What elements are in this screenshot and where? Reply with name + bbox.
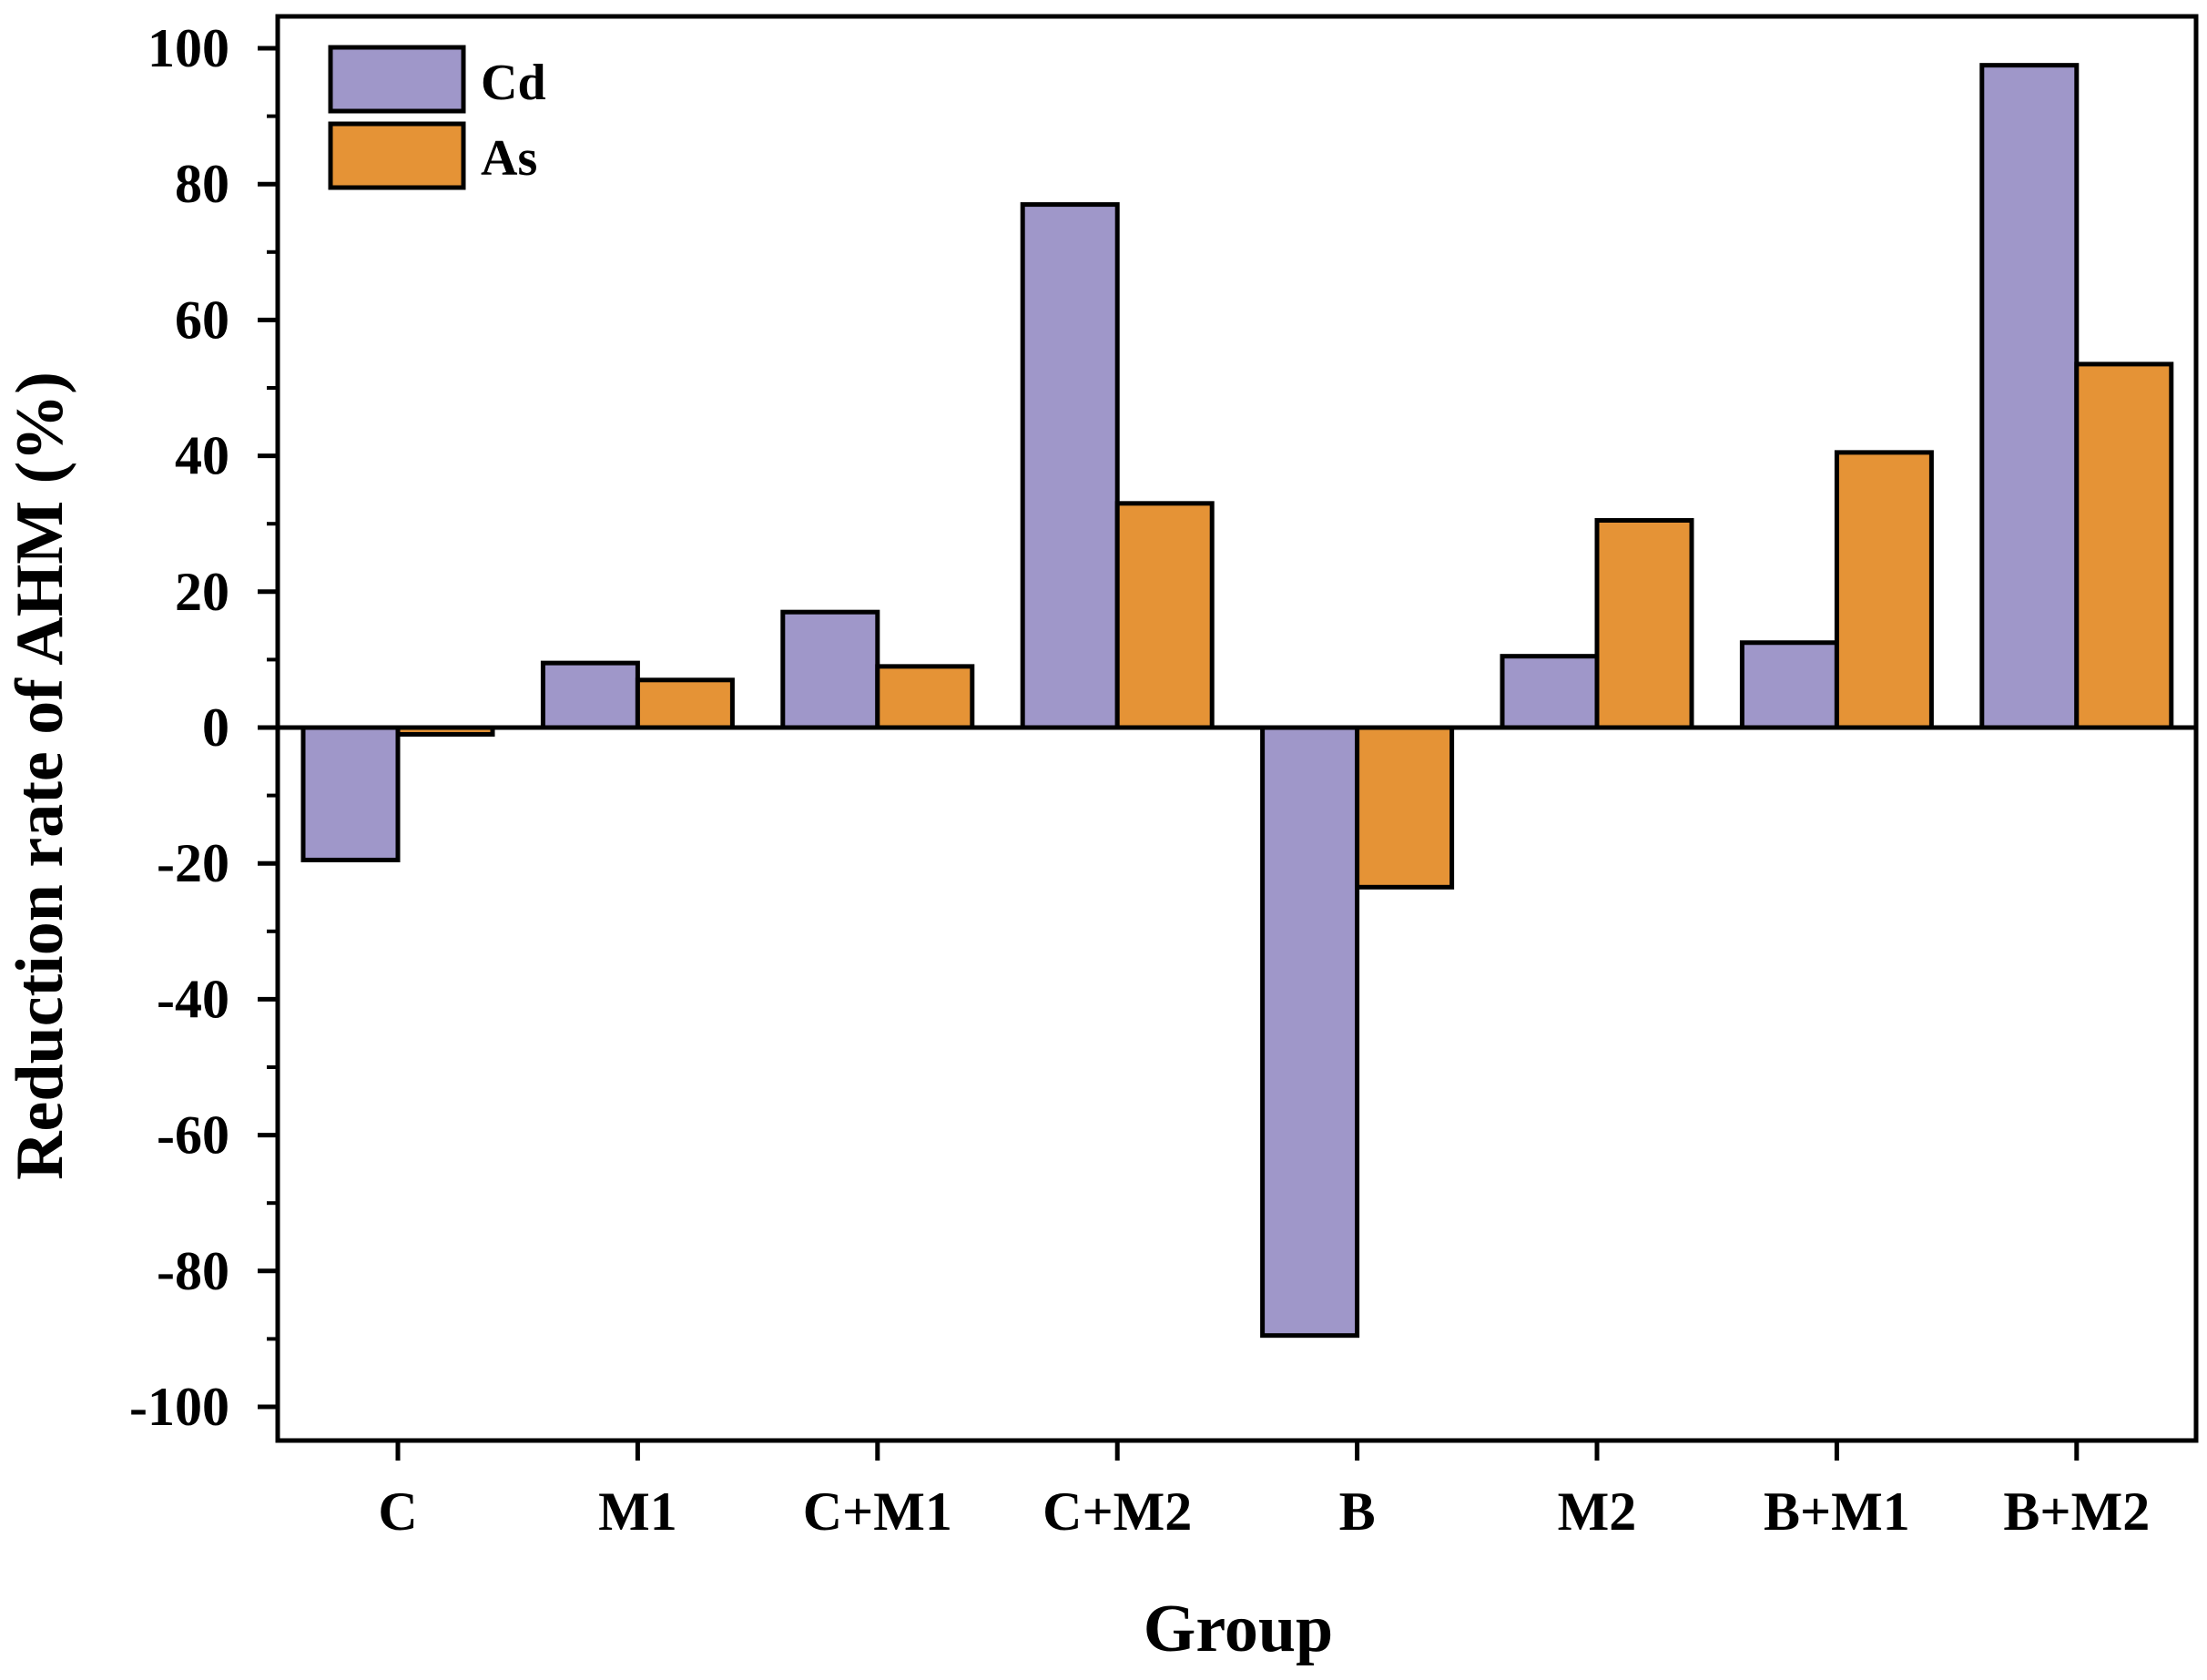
legend-label-cd: Cd [481, 55, 546, 111]
bar-cd-m2 [1500, 654, 1600, 730]
y-axis-title: Reduction rate of AHM (%) [3, 372, 77, 1180]
x-tick-label: B+M2 [2003, 1481, 2150, 1542]
bars-layer [300, 63, 2174, 1339]
y-tick-label: -80 [157, 1241, 229, 1301]
y-tick-label: 40 [175, 426, 229, 486]
bar-cd-b-m2 [1979, 63, 2080, 730]
x-tick-label: M2 [1558, 1481, 1637, 1542]
bar-as-b [1355, 725, 1455, 890]
bar-as-b-m2 [2074, 361, 2174, 730]
x-tick-label: B [1339, 1481, 1376, 1542]
y-tick-label: 20 [175, 562, 229, 622]
bar-cd-b-m1 [1739, 640, 1839, 730]
x-tick-label: C+M2 [1042, 1481, 1192, 1542]
y-tick-label: -60 [157, 1105, 229, 1166]
bar-as-m1 [635, 677, 735, 730]
legend-label-as: As [481, 130, 537, 187]
y-tick-label: -20 [157, 833, 229, 893]
y-tick-label: 80 [175, 154, 229, 214]
bar-as-c-m2 [1114, 501, 1215, 730]
x-tick-label: M1 [598, 1481, 677, 1542]
y-tick-label: 0 [202, 697, 229, 758]
bar-cd-c-m2 [1020, 202, 1120, 730]
bar-as-c-m1 [875, 664, 975, 730]
y-tick-label: -40 [157, 969, 229, 1029]
x-tick-label: C [378, 1481, 417, 1542]
bar-as-m2 [1594, 517, 1694, 730]
x-tick-label: C+M1 [803, 1481, 952, 1542]
y-tick-label: -100 [129, 1377, 229, 1437]
legend-swatch-cd [328, 45, 466, 114]
legend: Cd As [328, 45, 546, 190]
bar-cd-c [300, 725, 401, 862]
bar-cd-c-m1 [780, 609, 880, 730]
axes-layer: C M1 C+M1 C+M2 B M2 B+M1 B+M2 100 80 60 40 20 0 -20 -40… [129, 14, 2199, 1542]
x-tick-label: B+M1 [1764, 1481, 1910, 1542]
bar-cd-m1 [540, 660, 640, 730]
y-tick-label: 60 [175, 290, 229, 350]
y-tick-label: 100 [147, 18, 229, 78]
bar-as-b-m1 [1834, 450, 1934, 730]
legend-swatch-as [328, 121, 466, 190]
x-axis-title: Group [1144, 1592, 1333, 1666]
bar-cd-b [1260, 725, 1360, 1339]
